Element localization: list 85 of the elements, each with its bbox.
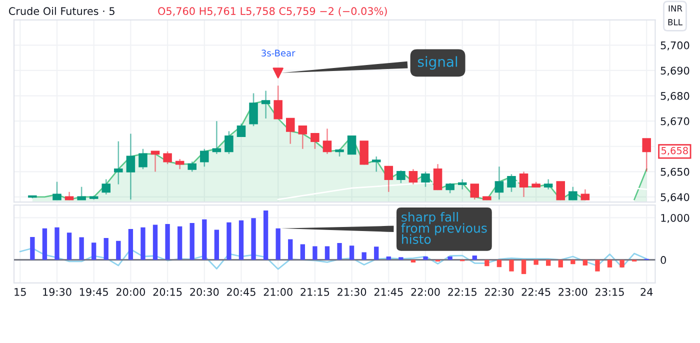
x-tick-label: 21:00	[264, 288, 292, 296]
y-tick-label: 5,700	[660, 41, 690, 50]
bar	[558, 260, 563, 268]
x-tick-label: 21:45	[374, 288, 403, 296]
bar	[288, 239, 293, 260]
y-tick-label: 5,650	[660, 168, 690, 177]
y-tick-label: 5,640	[660, 193, 690, 202]
bar	[42, 228, 48, 260]
bar	[251, 218, 256, 260]
bar	[349, 246, 354, 260]
bar	[362, 252, 366, 260]
bar	[410, 260, 416, 262]
bar	[582, 260, 588, 266]
bar	[472, 256, 477, 260]
bar	[448, 256, 452, 260]
bar	[521, 260, 526, 274]
bar	[386, 256, 391, 260]
candlestick	[360, 140, 368, 165]
x-tick-label: 20:00	[116, 288, 146, 296]
bar	[620, 260, 624, 268]
line-series	[19, 248, 648, 270]
annotation: sharp fall from previous histo	[401, 212, 487, 244]
y-tick-label: 5,690	[660, 66, 690, 76]
bar	[509, 260, 514, 272]
bar	[324, 246, 330, 260]
x-tick-label: 20:15	[153, 288, 182, 296]
bar	[30, 236, 35, 260]
bar	[546, 260, 551, 266]
annotation: 3s-Bear	[262, 50, 296, 56]
bar	[312, 246, 318, 260]
bar	[595, 260, 600, 272]
bar	[177, 226, 182, 260]
bar	[570, 260, 576, 264]
x-tick-label: 19:30	[43, 288, 72, 296]
bar	[128, 229, 134, 260]
bar	[152, 224, 158, 260]
y-tick-label: 5,670	[660, 117, 690, 126]
annotation: signal	[418, 56, 458, 70]
bar	[423, 256, 428, 260]
y-tick-label: 1,000	[661, 214, 690, 223]
candlestick	[347, 136, 356, 155]
x-tick-label: 23:00	[558, 288, 588, 296]
bar	[398, 257, 404, 260]
bar	[496, 260, 502, 268]
text: INR	[668, 5, 682, 12]
bar	[79, 237, 84, 260]
text: 5,658	[662, 146, 688, 156]
bar	[374, 246, 379, 260]
bar	[226, 222, 232, 260]
bar	[276, 228, 280, 260]
text: BLL	[668, 19, 682, 26]
y-tick-label: 0	[660, 256, 666, 264]
x-tick-label: 21:15	[300, 288, 330, 296]
x-tick-label: 19:45	[80, 288, 108, 296]
bar	[263, 210, 268, 260]
bar	[104, 238, 108, 260]
bar	[607, 260, 612, 268]
chart-subtitle: O5,760 H5,761 L5,758 C5,759 −2 (−0.03%)	[158, 6, 387, 16]
bar	[116, 240, 121, 260]
x-tick-label: 23:15	[596, 288, 624, 296]
bar	[300, 244, 305, 260]
bar	[337, 242, 342, 260]
x-tick-label: 22:30	[484, 288, 514, 296]
bar	[165, 224, 170, 260]
bar	[534, 260, 538, 265]
x-tick-label: 22:15	[448, 288, 476, 296]
bar	[214, 230, 220, 260]
bar	[190, 223, 194, 260]
candlestick	[556, 181, 565, 200]
bar	[238, 220, 244, 260]
x-tick-label: 22:00	[411, 288, 440, 296]
x-tick-label: 24	[640, 288, 653, 296]
bar	[54, 227, 60, 260]
x-tick-label: 15	[14, 288, 26, 296]
y-tick-label: 5,680	[660, 92, 690, 101]
chart-title: Crude Oil Futures · 5	[8, 6, 114, 16]
x-tick-label: 20:45	[227, 288, 256, 296]
bar	[140, 227, 146, 260]
bar	[92, 242, 96, 260]
x-tick-label: 22:45	[522, 288, 550, 296]
bar	[202, 219, 207, 260]
bar	[66, 232, 72, 260]
bar	[484, 260, 490, 266]
x-tick-label: 20:30	[190, 288, 219, 296]
x-tick-label: 21:30	[338, 288, 366, 296]
